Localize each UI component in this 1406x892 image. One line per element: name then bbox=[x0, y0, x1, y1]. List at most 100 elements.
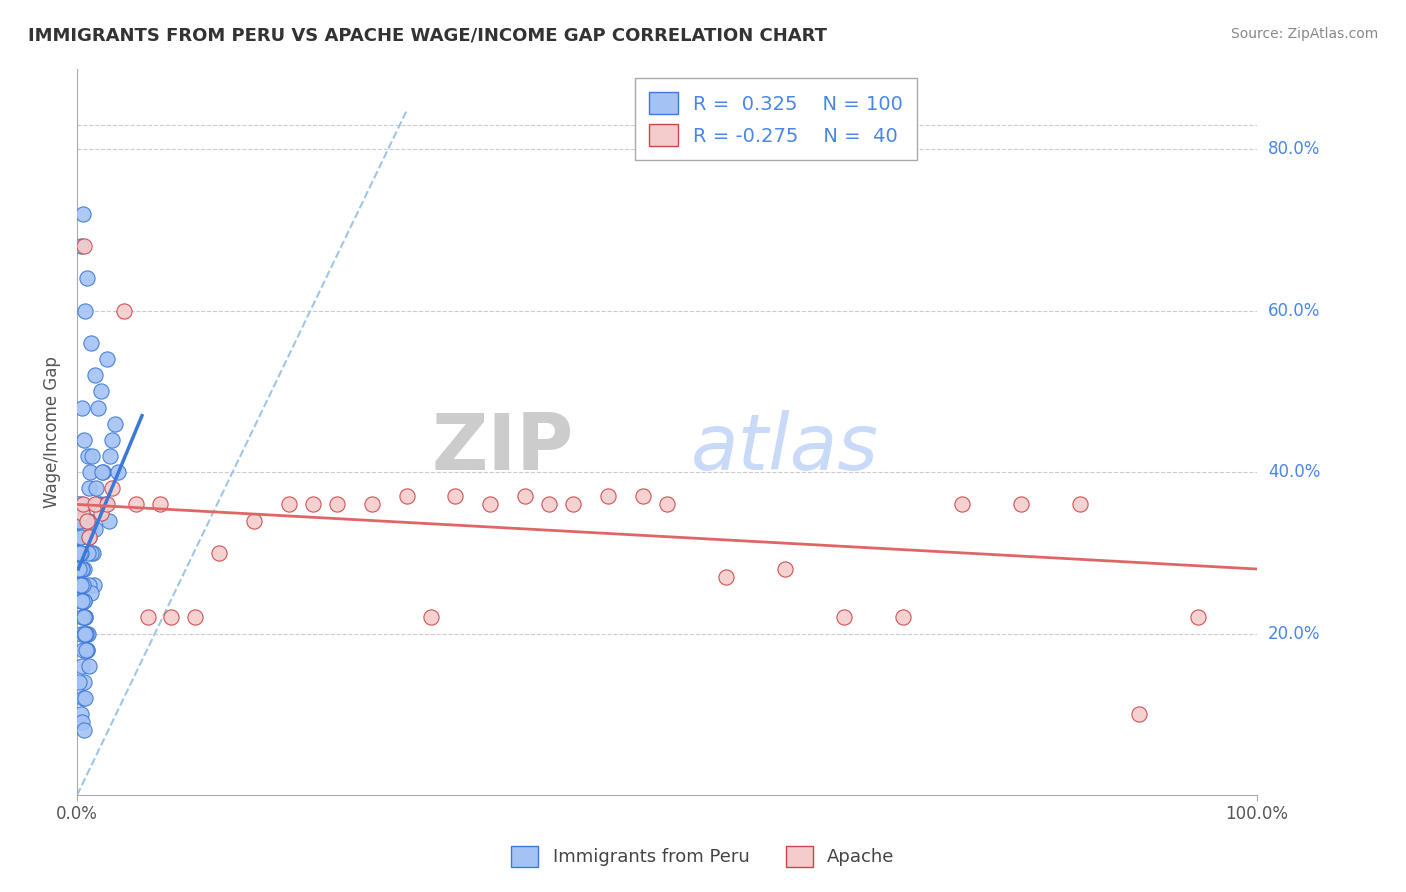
Text: ZIP: ZIP bbox=[432, 410, 574, 486]
Point bbox=[73, 594, 96, 608]
Legend: Immigrants from Peru, Apache: Immigrants from Peru, Apache bbox=[505, 838, 901, 874]
Point bbox=[101, 481, 124, 495]
Point bbox=[69, 578, 91, 592]
Point bbox=[76, 514, 98, 528]
Point bbox=[70, 506, 93, 520]
Point bbox=[73, 578, 96, 592]
Point bbox=[69, 506, 91, 520]
Point bbox=[136, 610, 159, 624]
Point bbox=[73, 610, 96, 624]
Point bbox=[69, 626, 91, 640]
Point bbox=[714, 570, 737, 584]
Point bbox=[891, 610, 914, 624]
Point bbox=[83, 498, 105, 512]
Point bbox=[184, 610, 207, 624]
Text: Source: ZipAtlas.com: Source: ZipAtlas.com bbox=[1230, 27, 1378, 41]
Point bbox=[70, 506, 93, 520]
Point bbox=[1128, 707, 1150, 722]
Point bbox=[75, 303, 97, 318]
Point bbox=[77, 659, 100, 673]
Point bbox=[73, 514, 96, 528]
Point bbox=[361, 498, 384, 512]
Point bbox=[72, 514, 94, 528]
Point bbox=[1069, 498, 1091, 512]
Point bbox=[69, 578, 91, 592]
Point bbox=[70, 498, 93, 512]
Point bbox=[72, 498, 94, 512]
Point bbox=[80, 586, 103, 600]
Point bbox=[76, 514, 98, 528]
Point bbox=[72, 594, 94, 608]
Point bbox=[773, 562, 796, 576]
Point bbox=[443, 489, 465, 503]
Text: atlas: atlas bbox=[690, 410, 879, 486]
Point bbox=[90, 506, 112, 520]
Point bbox=[76, 546, 98, 560]
Point bbox=[149, 498, 172, 512]
Point bbox=[98, 449, 121, 463]
Point bbox=[84, 481, 107, 495]
Point bbox=[67, 498, 90, 512]
Point bbox=[70, 659, 93, 673]
Point bbox=[89, 498, 111, 512]
Point bbox=[243, 514, 266, 528]
Point bbox=[70, 594, 93, 608]
Point bbox=[70, 562, 93, 576]
Point bbox=[302, 498, 325, 512]
Point bbox=[72, 562, 94, 576]
Point bbox=[655, 498, 678, 512]
Point bbox=[73, 675, 96, 690]
Point bbox=[101, 433, 124, 447]
Point bbox=[112, 303, 135, 318]
Point bbox=[69, 675, 91, 690]
Point bbox=[73, 723, 96, 738]
Point bbox=[76, 514, 98, 528]
Point bbox=[76, 626, 98, 640]
Point bbox=[72, 610, 94, 624]
Point bbox=[515, 489, 537, 503]
Point bbox=[396, 489, 419, 503]
Legend: R =  0.325    N = 100, R = -0.275    N =  40: R = 0.325 N = 100, R = -0.275 N = 40 bbox=[636, 78, 917, 160]
Point bbox=[69, 514, 91, 528]
Point bbox=[69, 546, 91, 560]
Text: 60.0%: 60.0% bbox=[1268, 301, 1320, 319]
Point bbox=[76, 642, 98, 657]
Point bbox=[69, 562, 91, 576]
Point bbox=[479, 498, 502, 512]
Point bbox=[950, 498, 973, 512]
Point bbox=[75, 691, 97, 706]
Point bbox=[76, 642, 98, 657]
Point bbox=[94, 498, 117, 512]
Point bbox=[72, 207, 94, 221]
Point bbox=[104, 417, 127, 431]
Point bbox=[561, 498, 583, 512]
Point bbox=[70, 715, 93, 730]
Point bbox=[69, 530, 91, 544]
Point bbox=[1187, 610, 1209, 624]
Point bbox=[69, 546, 91, 560]
Point bbox=[77, 578, 100, 592]
Point bbox=[75, 626, 97, 640]
Point bbox=[420, 610, 443, 624]
Point bbox=[69, 514, 91, 528]
Point bbox=[76, 626, 98, 640]
Point bbox=[70, 522, 93, 536]
Point bbox=[70, 578, 93, 592]
Point bbox=[82, 449, 104, 463]
Point bbox=[91, 465, 114, 479]
Point bbox=[75, 642, 97, 657]
Point bbox=[325, 498, 347, 512]
Point bbox=[69, 530, 91, 544]
Point bbox=[80, 522, 103, 536]
Point bbox=[278, 498, 301, 512]
Point bbox=[77, 514, 100, 528]
Point bbox=[83, 578, 105, 592]
Point bbox=[75, 610, 97, 624]
Point bbox=[69, 546, 91, 560]
Point bbox=[69, 707, 91, 722]
Point bbox=[832, 610, 855, 624]
Point bbox=[1010, 498, 1032, 512]
Point bbox=[538, 498, 561, 512]
Point bbox=[70, 401, 93, 415]
Point bbox=[72, 642, 94, 657]
